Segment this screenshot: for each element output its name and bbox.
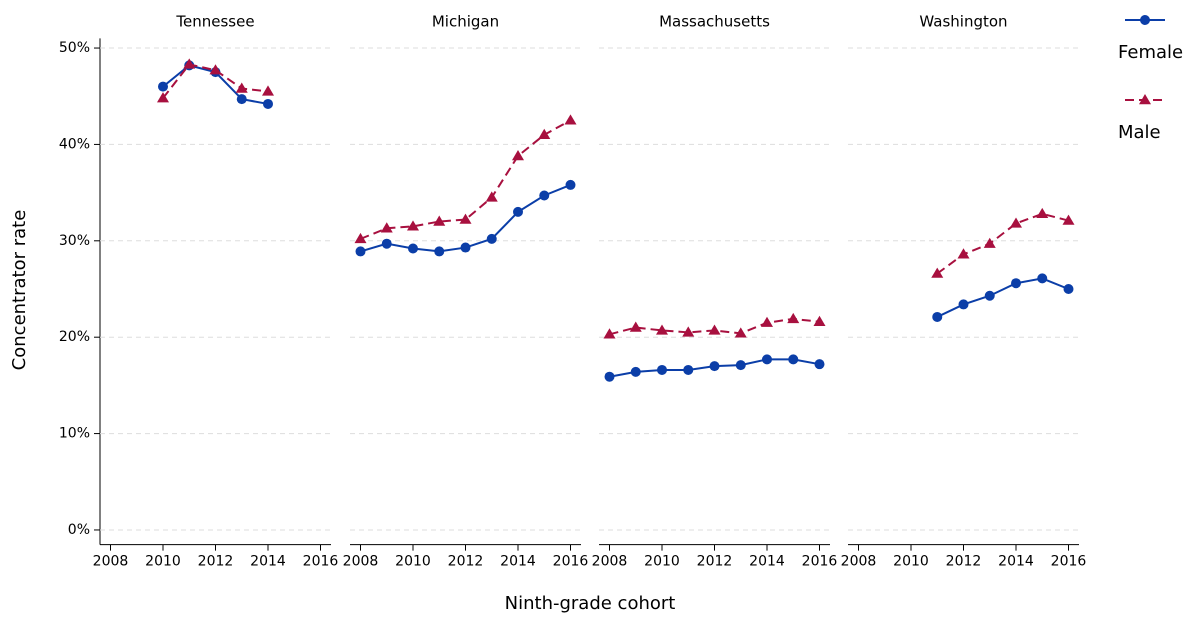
x-axis-label: Ninth-grade cohort: [505, 593, 676, 614]
marker: [262, 85, 274, 96]
x-tick-label: 2008: [592, 554, 628, 570]
marker: [958, 299, 969, 310]
y-axis-label: Concentrator rate: [9, 210, 30, 371]
series-line: [936, 212, 1069, 275]
marker: [735, 360, 746, 371]
marker: [957, 248, 970, 259]
x-tick-label: 2016: [553, 554, 589, 570]
x-tick-label: 2012: [697, 554, 733, 570]
marker: [236, 94, 247, 105]
x-tick-label: 2014: [749, 554, 785, 570]
marker: [984, 290, 995, 301]
marker: [381, 238, 392, 249]
legend-marker: [1140, 15, 1150, 25]
marker: [1011, 278, 1021, 289]
marker: [407, 220, 419, 231]
marker: [1037, 273, 1048, 284]
marker: [708, 324, 721, 335]
x-tick-label: 2008: [343, 554, 379, 570]
marker: [263, 98, 273, 109]
x-tick-label: 2016: [303, 554, 339, 570]
panel-title: Massachusetts: [659, 13, 770, 31]
panel-title: Washington: [919, 13, 1007, 31]
legend-marker: [1139, 94, 1151, 105]
series-line: [162, 63, 269, 99]
marker: [762, 354, 772, 365]
marker: [931, 267, 944, 278]
x-tick-label: 2014: [250, 554, 286, 570]
marker: [656, 324, 668, 335]
series-line: [360, 119, 571, 240]
marker: [682, 326, 695, 337]
marker: [512, 149, 524, 161]
marker: [761, 316, 773, 327]
marker: [788, 354, 799, 365]
marker: [538, 128, 551, 139]
x-tick-label: 2012: [946, 554, 982, 570]
marker: [158, 81, 168, 92]
panel-title: Tennessee: [175, 13, 254, 31]
marker: [564, 114, 577, 125]
x-tick-label: 2008: [841, 554, 877, 570]
marker: [460, 242, 471, 253]
marker: [983, 237, 996, 248]
y-tick-label: 20%: [59, 329, 90, 345]
marker: [380, 222, 393, 233]
marker: [459, 213, 472, 224]
marker: [565, 179, 576, 190]
marker: [734, 327, 747, 338]
marker: [630, 366, 641, 377]
marker: [354, 232, 367, 244]
marker: [1062, 214, 1075, 225]
x-tick-label: 2010: [644, 554, 680, 570]
marker: [709, 361, 720, 372]
x-tick-label: 2014: [998, 554, 1034, 570]
x-tick-label: 2008: [93, 554, 129, 570]
legend-label: Female: [1118, 42, 1183, 63]
panel-title: Michigan: [432, 13, 499, 31]
marker: [657, 364, 667, 375]
x-tick-label: 2012: [198, 554, 234, 570]
marker: [1010, 217, 1022, 228]
x-tick-label: 2010: [395, 554, 431, 570]
marker: [355, 246, 366, 257]
y-tick-label: 10%: [59, 426, 90, 442]
marker: [813, 315, 826, 326]
legend-label: Male: [1118, 122, 1161, 143]
x-tick-label: 2016: [802, 554, 838, 570]
y-tick-label: 30%: [59, 233, 90, 249]
marker: [683, 364, 694, 375]
x-tick-label: 2010: [145, 554, 181, 570]
marker: [235, 82, 248, 93]
marker: [814, 359, 825, 370]
marker: [1036, 207, 1049, 219]
marker: [513, 206, 523, 217]
marker: [434, 246, 445, 257]
y-tick-label: 40%: [59, 136, 90, 152]
marker: [1063, 284, 1074, 294]
marker: [183, 58, 196, 69]
marker: [539, 190, 550, 201]
marker: [486, 233, 497, 244]
y-tick-label: 0%: [68, 522, 90, 538]
marker: [485, 191, 498, 202]
marker: [604, 371, 615, 382]
x-tick-label: 2012: [448, 554, 484, 570]
x-tick-label: 2016: [1051, 554, 1087, 570]
marker: [787, 312, 800, 324]
y-tick-label: 50%: [59, 40, 90, 56]
marker: [629, 321, 642, 332]
marker: [157, 92, 169, 103]
marker: [932, 311, 943, 322]
marker: [209, 64, 222, 75]
marker: [408, 243, 418, 254]
x-tick-label: 2010: [893, 554, 929, 570]
series-line: [936, 277, 1069, 318]
marker: [433, 215, 446, 226]
x-tick-label: 2014: [500, 554, 536, 570]
marker: [603, 328, 616, 339]
